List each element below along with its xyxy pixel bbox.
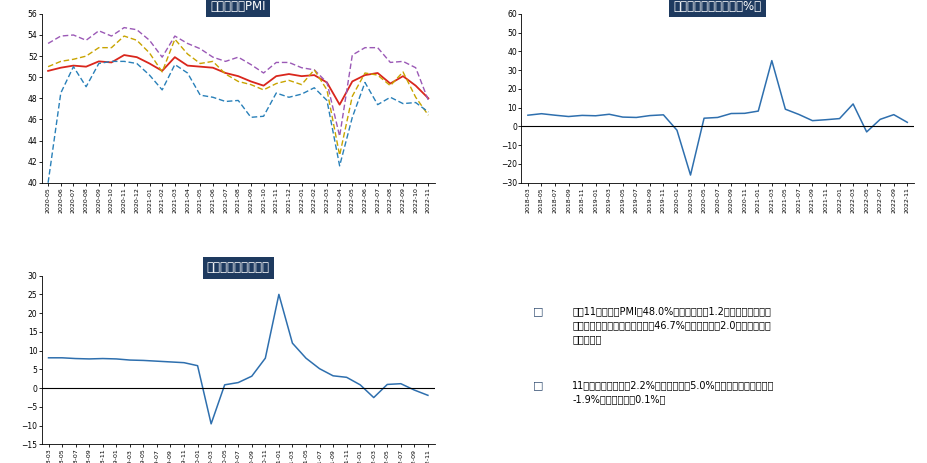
- Text: 11月工业增加值同比2.2%，低于前值的5.0%。服务业生产指数同比
-1.9%，低于前值的0.1%。: 11月工业增加值同比2.2%，低于前值的5.0%。服务业生产指数同比 -1.9%…: [572, 380, 774, 404]
- Title: 中国服务业生产指数: 中国服务业生产指数: [207, 262, 270, 275]
- Title: 工业增加值当月同比（%）: 工业增加值当月同比（%）: [673, 0, 761, 13]
- Text: □: □: [532, 380, 543, 390]
- Text: 中国11月制造业PMI为48.0%，比上月下降1.2个百分点，低于临
界点；非制造业商务活动指数为46.7%，比上月下降2.0个百分点，低
于临界点。: 中国11月制造业PMI为48.0%，比上月下降1.2个百分点，低于临 界点；非制…: [572, 306, 770, 344]
- Title: 中国制造业PMI: 中国制造业PMI: [210, 0, 266, 13]
- Text: □: □: [532, 306, 543, 316]
